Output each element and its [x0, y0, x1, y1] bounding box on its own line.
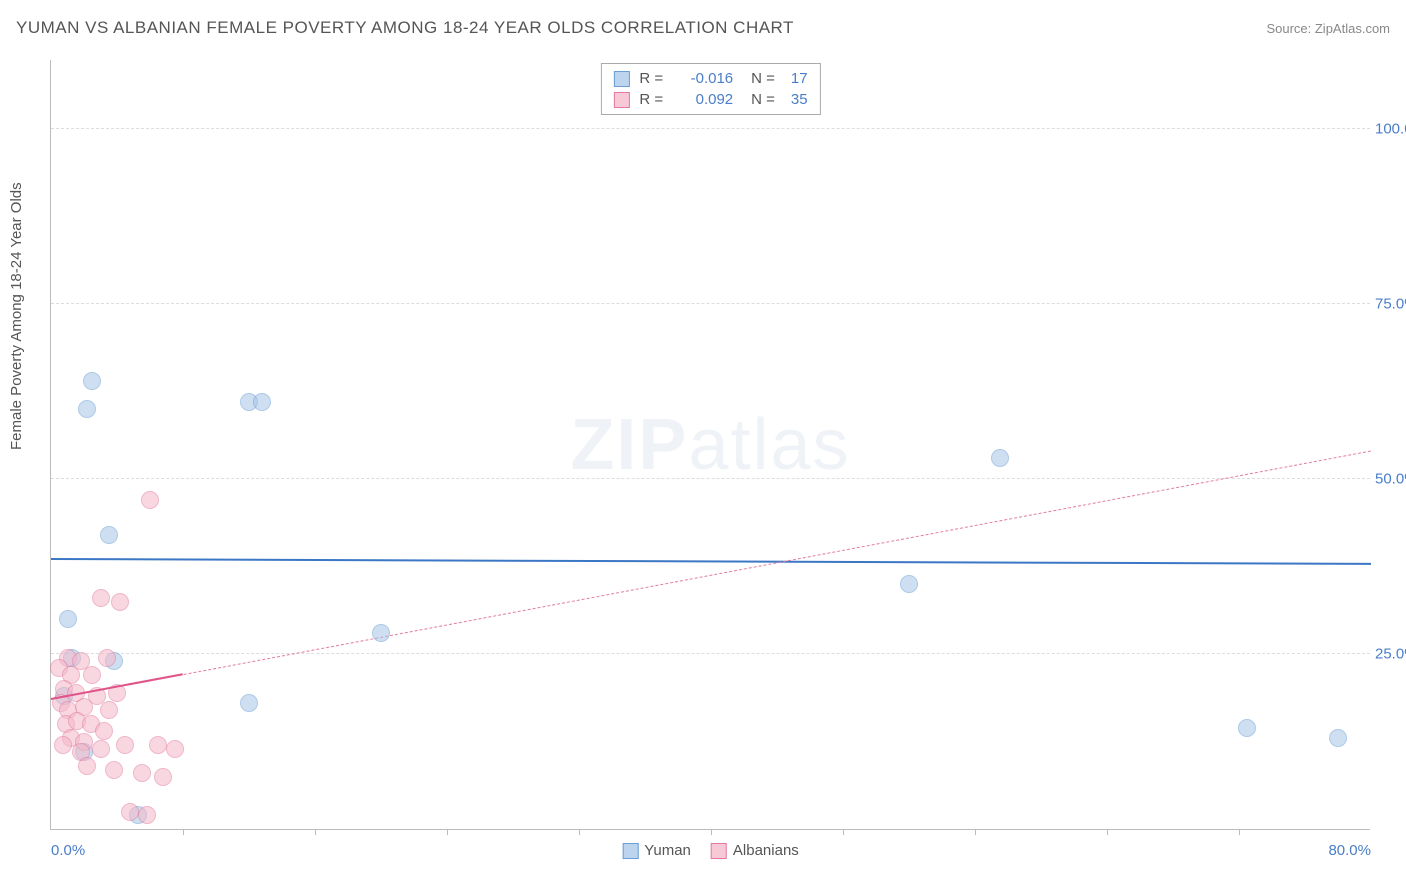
xtick	[843, 829, 844, 835]
title-bar: YUMAN VS ALBANIAN FEMALE POVERTY AMONG 1…	[16, 18, 1390, 38]
legend-bottom-swatch-albanians	[711, 843, 727, 859]
legend-bottom-swatch-yuman	[622, 843, 638, 859]
xtick	[447, 829, 448, 835]
data-point-yuman	[1329, 729, 1347, 747]
legend-correlation: R = -0.016 N = 17 R = 0.092 N = 35	[600, 63, 820, 115]
data-point-albanians	[92, 740, 110, 758]
data-point-albanians	[166, 740, 184, 758]
data-point-yuman	[240, 694, 258, 712]
data-point-albanians	[116, 736, 134, 754]
data-point-yuman	[100, 526, 118, 544]
legend-label-yuman: Yuman	[644, 842, 691, 859]
watermark-atlas: atlas	[688, 405, 850, 485]
data-point-yuman	[83, 372, 101, 390]
gridline	[51, 303, 1370, 304]
xtick	[1239, 829, 1240, 835]
chart-title: YUMAN VS ALBANIAN FEMALE POVERTY AMONG 1…	[16, 18, 794, 38]
source-label: Source: ZipAtlas.com	[1266, 21, 1390, 36]
r-label: R =	[639, 70, 663, 87]
data-point-albanians	[78, 757, 96, 775]
legend-swatch-albanians	[613, 92, 629, 108]
ytick-label: 50.0%	[1375, 471, 1406, 488]
data-point-albanians	[92, 589, 110, 607]
trendline-yuman	[51, 558, 1371, 565]
data-point-albanians	[95, 722, 113, 740]
xtick	[975, 829, 976, 835]
data-point-yuman	[78, 400, 96, 418]
plot-area: ZIPatlas R = -0.016 N = 17 R = 0.092 N =…	[50, 60, 1370, 830]
data-point-albanians	[111, 593, 129, 611]
data-point-yuman	[253, 393, 271, 411]
data-point-albanians	[54, 736, 72, 754]
n-value-yuman: 17	[791, 70, 808, 87]
legend-row-albanians: R = 0.092 N = 35	[613, 89, 807, 110]
xtick	[1107, 829, 1108, 835]
data-point-yuman	[1238, 719, 1256, 737]
gridline	[51, 653, 1370, 654]
ytick-label: 25.0%	[1375, 646, 1406, 663]
r-label: R =	[639, 91, 663, 108]
gridline	[51, 478, 1370, 479]
trendline-albanians	[51, 450, 1371, 699]
r-value-albanians: 0.092	[673, 91, 733, 108]
watermark-zip: ZIP	[570, 405, 688, 485]
xtick-label: 0.0%	[51, 842, 85, 859]
data-point-albanians	[98, 649, 116, 667]
xtick	[315, 829, 316, 835]
legend-label-albanians: Albanians	[733, 842, 799, 859]
legend-series: Yuman Albanians	[622, 842, 799, 859]
watermark: ZIPatlas	[570, 404, 850, 486]
data-point-albanians	[100, 701, 118, 719]
r-value-yuman: -0.016	[673, 70, 733, 87]
data-point-albanians	[154, 768, 172, 786]
legend-swatch-yuman	[613, 71, 629, 87]
data-point-albanians	[105, 761, 123, 779]
legend-item-albanians: Albanians	[711, 842, 799, 859]
data-point-yuman	[59, 610, 77, 628]
ytick-label: 100.0%	[1375, 121, 1406, 138]
data-point-yuman	[372, 624, 390, 642]
data-point-albanians	[83, 666, 101, 684]
ytick-label: 75.0%	[1375, 296, 1406, 313]
legend-item-yuman: Yuman	[622, 842, 691, 859]
data-point-albanians	[133, 764, 151, 782]
xtick	[711, 829, 712, 835]
data-point-albanians	[138, 806, 156, 824]
n-label: N =	[751, 91, 775, 108]
n-value-albanians: 35	[791, 91, 808, 108]
legend-row-yuman: R = -0.016 N = 17	[613, 68, 807, 89]
xtick-label: 80.0%	[1328, 842, 1371, 859]
xtick	[579, 829, 580, 835]
data-point-albanians	[121, 803, 139, 821]
gridline	[51, 128, 1370, 129]
n-label: N =	[751, 70, 775, 87]
data-point-albanians	[149, 736, 167, 754]
data-point-albanians	[141, 491, 159, 509]
xtick	[183, 829, 184, 835]
yaxis-title: Female Poverty Among 18-24 Year Olds	[8, 182, 25, 450]
data-point-yuman	[900, 575, 918, 593]
data-point-yuman	[991, 449, 1009, 467]
